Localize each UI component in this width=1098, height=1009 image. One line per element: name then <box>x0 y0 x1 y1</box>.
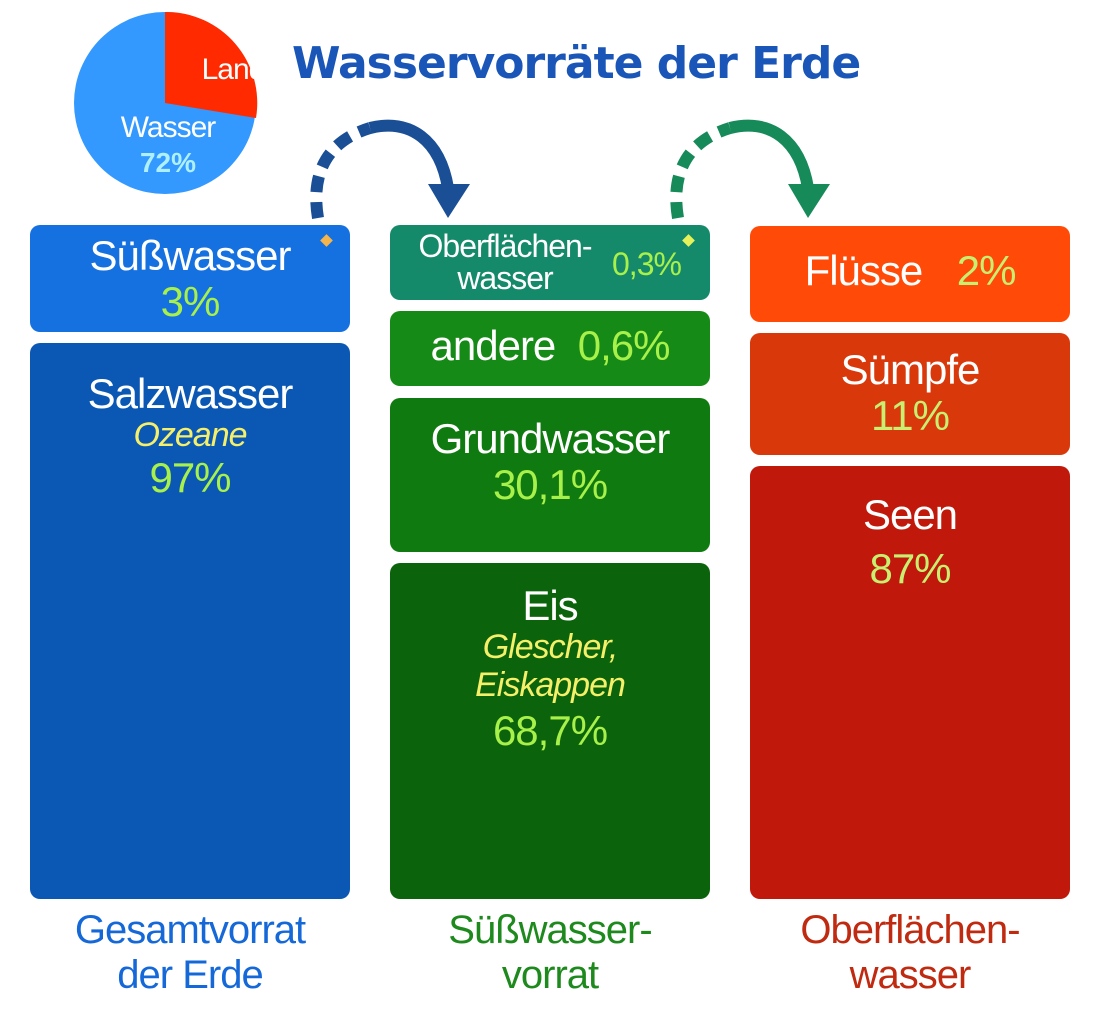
box-lakes-value: 87% <box>869 545 951 593</box>
box-saltwater: Salzwasser Ozeane 97% <box>30 343 350 899</box>
box-ice: Eis Glescher, Eiskappen 68,7% <box>390 563 710 899</box>
footer-fresh-line-2: vorrat <box>501 952 599 997</box>
arrow-total-to-fresh <box>310 119 470 219</box>
footer-surface-line-1: Oberflächen- <box>800 908 1020 952</box>
pie-slice-land <box>165 11 258 118</box>
box-swamps: Sümpfe 11% <box>750 333 1070 455</box>
box-lakes-label: Seen <box>862 491 958 538</box>
box-lakes: Seen 87% <box>750 466 1070 899</box>
box-surface-water-label-2: wasser <box>457 260 553 296</box>
box-saltwater-label: Salzwasser <box>87 370 294 417</box>
box-ice-value: 68,7% <box>492 706 608 754</box>
pie-label-land: Land <box>202 53 262 86</box>
box-swamps-label: Sümpfe <box>840 346 981 393</box>
footer-total-line-1: Gesamtvorrat <box>74 908 306 952</box>
box-freshwater-label: Süßwasser <box>89 232 291 279</box>
pie-label-water: Wasser <box>121 111 217 144</box>
box-freshwater: Süßwasser 3% <box>30 225 350 332</box>
footer-total-line-2: der Erde <box>117 952 263 997</box>
box-ice-sub-1: Glescher, <box>482 628 619 667</box>
box-saltwater-sub: Ozeane <box>133 416 247 455</box>
footer-fresh-line-1: Süßwasser- <box>448 908 652 952</box>
footer-surface: Oberflächen- wasser <box>750 908 1070 998</box>
box-groundwater-value: 30,1% <box>492 461 608 509</box>
box-other-label: andere <box>430 322 557 369</box>
footer-total: Gesamtvorrat der Erde <box>30 908 350 998</box>
box-surface-water: Oberflächen- wasser 0,3% <box>390 225 710 300</box>
box-rivers-value: 2% <box>956 247 1017 294</box>
box-freshwater-value: 3% <box>160 278 221 326</box>
page-title: Wasservorräte der Erde <box>292 38 861 89</box>
footer-fresh: Süßwasser- vorrat <box>390 908 710 998</box>
box-ice-label: Eis <box>522 582 578 629</box>
box-ice-sub-2: Eiskappen <box>475 665 626 704</box>
earth-surface-pie: Land Wasser 72% <box>74 11 262 194</box>
box-saltwater-value: 97% <box>149 453 231 501</box>
footer-surface-line-2: wasser <box>849 952 972 997</box>
box-swamps-value: 11% <box>871 392 950 440</box>
arrow-fresh-to-surface <box>670 119 830 219</box>
box-groundwater: Grundwasser 30,1% <box>390 398 710 552</box>
box-other: andere 0,6% <box>390 311 710 386</box>
box-groundwater-label: Grundwasser <box>430 415 671 462</box>
box-rivers: Flüsse 2% <box>750 226 1070 322</box>
box-other-value: 0,6% <box>577 322 671 369</box>
box-rivers-label: Flüsse <box>804 247 924 294</box>
box-surface-water-value: 0,3% <box>612 246 682 282</box>
pie-value-water: 72% <box>140 147 196 178</box>
box-surface-water-label-1: Oberflächen- <box>418 228 593 264</box>
